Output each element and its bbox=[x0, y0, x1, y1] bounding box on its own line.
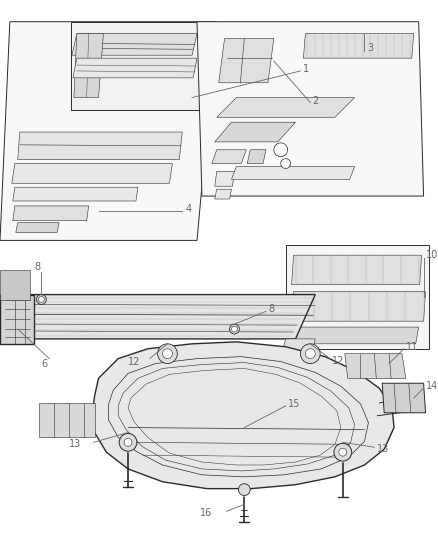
Polygon shape bbox=[0, 295, 35, 344]
Text: 13: 13 bbox=[377, 444, 389, 454]
Polygon shape bbox=[215, 189, 232, 199]
Polygon shape bbox=[92, 342, 394, 489]
Text: 8: 8 bbox=[34, 262, 40, 272]
Polygon shape bbox=[215, 122, 296, 142]
Circle shape bbox=[274, 143, 288, 157]
Circle shape bbox=[281, 159, 290, 168]
Polygon shape bbox=[281, 339, 315, 359]
Circle shape bbox=[305, 349, 315, 359]
Circle shape bbox=[162, 349, 173, 359]
Polygon shape bbox=[286, 245, 428, 349]
Circle shape bbox=[230, 324, 240, 334]
Circle shape bbox=[39, 296, 44, 302]
Text: 3: 3 bbox=[367, 43, 374, 53]
Circle shape bbox=[36, 295, 46, 304]
Circle shape bbox=[232, 326, 237, 332]
Polygon shape bbox=[212, 150, 246, 164]
Polygon shape bbox=[10, 295, 315, 339]
Circle shape bbox=[339, 448, 347, 456]
Text: 8: 8 bbox=[268, 304, 274, 314]
Polygon shape bbox=[18, 132, 182, 159]
Text: 10: 10 bbox=[426, 250, 438, 260]
Polygon shape bbox=[197, 22, 424, 196]
Polygon shape bbox=[232, 166, 355, 179]
Polygon shape bbox=[39, 403, 95, 438]
Polygon shape bbox=[292, 255, 422, 285]
Text: 2: 2 bbox=[312, 95, 318, 106]
Circle shape bbox=[238, 484, 250, 496]
Circle shape bbox=[124, 439, 132, 446]
Polygon shape bbox=[382, 383, 426, 413]
Circle shape bbox=[300, 344, 320, 364]
Text: 11: 11 bbox=[406, 342, 418, 352]
Text: 13: 13 bbox=[68, 439, 81, 449]
Text: 4: 4 bbox=[185, 204, 191, 214]
Text: 14: 14 bbox=[426, 381, 438, 391]
Polygon shape bbox=[217, 98, 355, 117]
Polygon shape bbox=[247, 150, 266, 164]
Polygon shape bbox=[74, 34, 103, 98]
Circle shape bbox=[119, 433, 137, 451]
Text: 16: 16 bbox=[200, 508, 212, 518]
Text: 12: 12 bbox=[332, 356, 344, 366]
Polygon shape bbox=[12, 164, 173, 183]
Circle shape bbox=[158, 344, 177, 364]
Polygon shape bbox=[292, 292, 426, 321]
Polygon shape bbox=[72, 34, 197, 55]
Polygon shape bbox=[0, 22, 217, 240]
Polygon shape bbox=[13, 206, 88, 221]
Circle shape bbox=[334, 443, 352, 461]
Polygon shape bbox=[219, 38, 274, 83]
Polygon shape bbox=[0, 270, 29, 300]
Text: 1: 1 bbox=[304, 64, 310, 74]
Text: 12: 12 bbox=[127, 357, 140, 367]
Polygon shape bbox=[304, 34, 414, 58]
Polygon shape bbox=[71, 22, 212, 110]
Text: 6: 6 bbox=[41, 359, 47, 368]
Polygon shape bbox=[345, 354, 406, 378]
Polygon shape bbox=[215, 172, 234, 186]
Polygon shape bbox=[13, 187, 138, 201]
Polygon shape bbox=[290, 327, 419, 344]
Polygon shape bbox=[180, 354, 226, 383]
Polygon shape bbox=[73, 58, 197, 78]
Text: 15: 15 bbox=[288, 399, 300, 409]
Polygon shape bbox=[16, 223, 59, 232]
